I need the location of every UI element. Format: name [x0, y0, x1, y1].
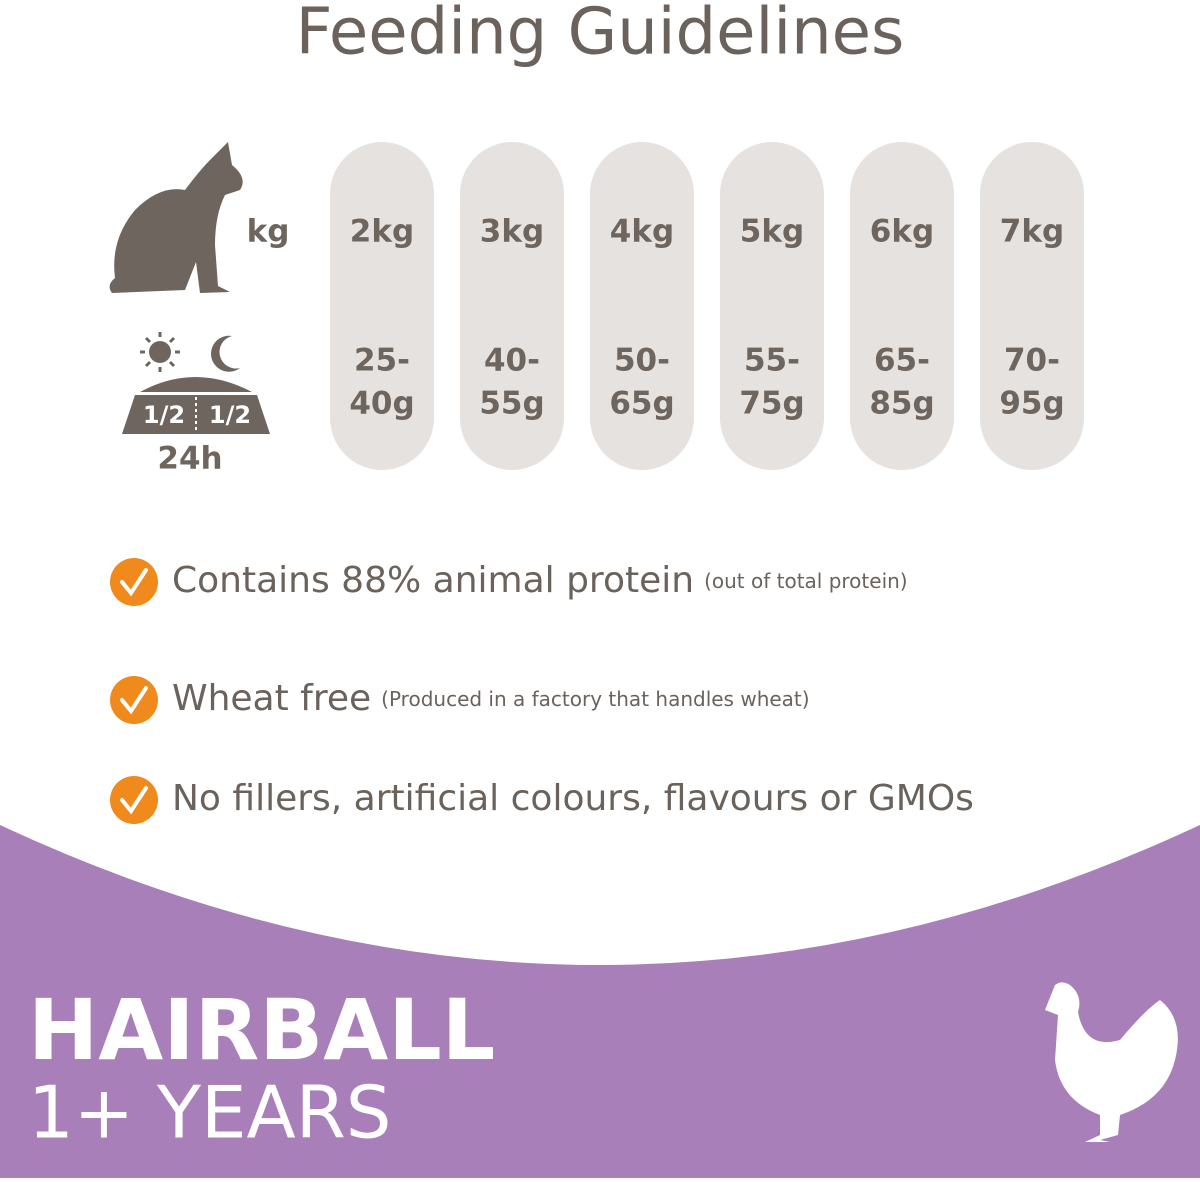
- feature-text: Wheat free: [172, 678, 371, 719]
- feature-text: Contains 88% animal protein: [172, 560, 694, 601]
- check-circle: [110, 676, 158, 724]
- amount-line: 95g: [999, 386, 1064, 422]
- pill: [720, 142, 824, 470]
- feature: No fillers, artificial colours, flavours…: [172, 778, 974, 819]
- amount-line: 55-: [744, 343, 800, 379]
- amount-line: 40g: [349, 386, 414, 422]
- check-circle: [110, 776, 158, 824]
- pill: [850, 142, 954, 470]
- day-night-bowl-icon: [122, 332, 270, 434]
- amount-line: 40-: [484, 343, 540, 379]
- bowl-label: 1/2: [143, 401, 185, 429]
- weight: 3kg: [480, 214, 544, 250]
- bowl-label: 1/2: [209, 401, 251, 429]
- amount-line: 55g: [479, 386, 544, 422]
- weight: 7kg: [1000, 214, 1064, 250]
- feature: Contains 88% animal protein (out of total…: [172, 560, 908, 601]
- purple-band: [0, 825, 1200, 1178]
- feature-note: (Produced in a factory that handles whea…: [381, 687, 809, 711]
- feature-note: (out of total protein): [704, 569, 908, 593]
- check-circle: [110, 558, 158, 606]
- pill: [980, 142, 1084, 470]
- check-mark: [120, 786, 148, 815]
- amount-line: 65-: [874, 343, 930, 379]
- amount-line: 65g: [609, 386, 674, 422]
- check-mark: [120, 568, 148, 597]
- age-label: 1+ YEARS: [28, 1071, 391, 1155]
- cat-icon: [109, 142, 243, 293]
- pill: [330, 142, 434, 470]
- chicken-icon: [1045, 982, 1178, 1142]
- amount-line: 50-: [614, 343, 670, 379]
- columns: 2kg 25- 40g 3kg 40- 55g 4kg 50- 65g 5kg 55- 75g 6kg 6…: [330, 142, 1084, 470]
- amount-line: 75g: [739, 386, 804, 422]
- weight: 5kg: [740, 214, 804, 250]
- portion-label: 24h: [157, 441, 222, 477]
- pill: [590, 142, 694, 470]
- feature-text: No fillers, artificial colours, flavours…: [172, 778, 974, 819]
- title: Feeding Guidelines: [296, 0, 905, 70]
- amount-line: 70-: [1004, 343, 1060, 379]
- pill: [460, 142, 564, 470]
- weight: 6kg: [870, 214, 934, 250]
- weight-label: kg: [247, 214, 290, 250]
- weight: 4kg: [610, 214, 674, 250]
- weight: 2kg: [350, 214, 414, 250]
- amount-line: 85g: [869, 386, 934, 422]
- product-name: HAIRBALL: [28, 981, 495, 1079]
- features: Contains 88% animal protein (out of total…: [110, 558, 974, 824]
- check-mark: [120, 686, 148, 715]
- amount-line: 25-: [354, 343, 410, 379]
- feature: Wheat free (Produced in a factory that ha…: [172, 678, 810, 719]
